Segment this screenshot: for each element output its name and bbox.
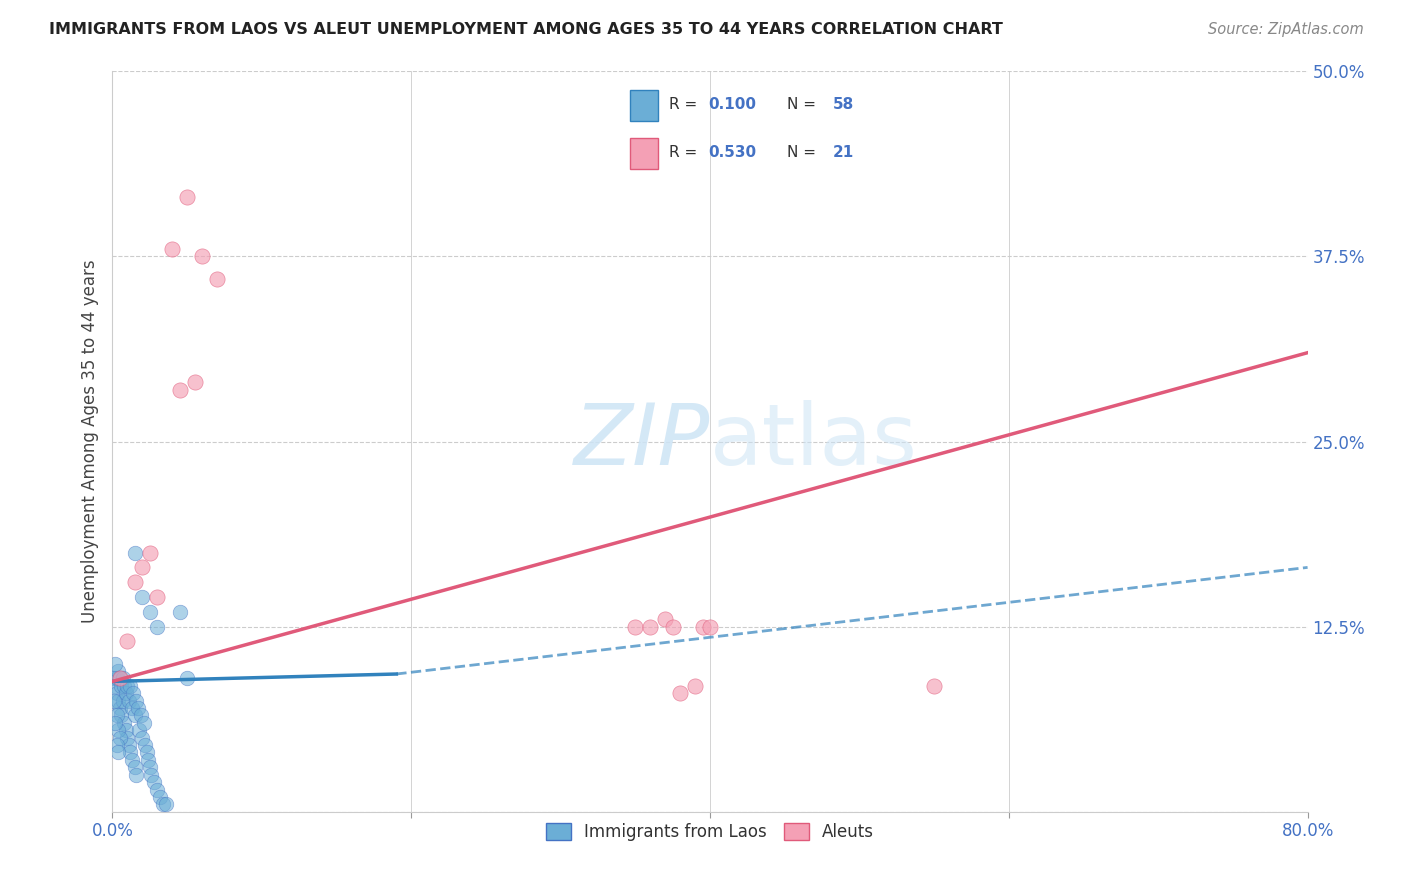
Point xyxy=(191,250,214,264)
Point xyxy=(131,560,153,574)
Point xyxy=(120,746,142,760)
Point xyxy=(176,672,198,686)
Point xyxy=(120,679,142,693)
Point xyxy=(104,657,127,671)
Point xyxy=(105,686,128,700)
Point xyxy=(108,701,131,715)
Point xyxy=(118,738,141,752)
Text: atlas: atlas xyxy=(710,400,918,483)
Point xyxy=(132,715,155,730)
Text: ZIP: ZIP xyxy=(574,400,710,483)
Point xyxy=(162,242,183,256)
Point xyxy=(124,546,146,560)
Point xyxy=(108,731,131,745)
Point xyxy=(669,686,692,700)
Point xyxy=(146,619,169,633)
Point xyxy=(131,731,153,745)
Point xyxy=(105,738,128,752)
Point xyxy=(105,708,128,723)
Point xyxy=(683,679,706,693)
Text: N =: N = xyxy=(787,97,821,112)
Point xyxy=(155,797,177,812)
Point xyxy=(124,708,146,723)
Point xyxy=(139,546,162,560)
Point xyxy=(111,694,134,708)
Point xyxy=(152,797,174,812)
Point xyxy=(115,686,138,700)
Point xyxy=(127,701,149,715)
Point xyxy=(124,575,146,590)
Point xyxy=(169,605,191,619)
Point xyxy=(107,694,129,708)
Point xyxy=(115,723,138,738)
Point xyxy=(117,679,139,693)
Point xyxy=(114,715,135,730)
Y-axis label: Unemployment Among Ages 35 to 44 years: Unemployment Among Ages 35 to 44 years xyxy=(80,260,98,624)
Point xyxy=(654,612,676,626)
Legend: Immigrants from Laos, Aleuts: Immigrants from Laos, Aleuts xyxy=(540,816,880,847)
Text: N =: N = xyxy=(787,145,821,161)
Point xyxy=(146,590,169,604)
Point xyxy=(146,782,169,797)
Point xyxy=(108,672,131,686)
Point xyxy=(141,767,163,781)
Point xyxy=(139,760,162,774)
Point xyxy=(131,590,153,604)
Point xyxy=(105,672,128,686)
Point xyxy=(139,605,162,619)
FancyBboxPatch shape xyxy=(630,90,658,121)
Point xyxy=(661,619,683,633)
Text: Source: ZipAtlas.com: Source: ZipAtlas.com xyxy=(1208,22,1364,37)
Text: 58: 58 xyxy=(832,97,853,112)
Point xyxy=(138,753,160,767)
FancyBboxPatch shape xyxy=(630,138,658,169)
Text: 0.530: 0.530 xyxy=(709,145,756,161)
Point xyxy=(692,619,714,633)
Point xyxy=(117,731,139,745)
Text: R =: R = xyxy=(669,97,703,112)
Point xyxy=(922,679,945,693)
Point xyxy=(117,634,139,648)
Point xyxy=(104,679,127,693)
Point xyxy=(121,753,143,767)
Text: IMMIGRANTS FROM LAOS VS ALEUT UNEMPLOYMENT AMONG AGES 35 TO 44 YEARS CORRELATION: IMMIGRANTS FROM LAOS VS ALEUT UNEMPLOYME… xyxy=(49,22,1002,37)
Point xyxy=(699,619,721,633)
Point xyxy=(134,738,156,752)
Point xyxy=(107,723,129,738)
Point xyxy=(121,701,143,715)
Point xyxy=(125,767,148,781)
Point xyxy=(124,760,146,774)
Point xyxy=(103,672,125,686)
Point xyxy=(176,190,198,204)
Point xyxy=(149,789,172,804)
Point xyxy=(640,619,662,633)
Text: 0.100: 0.100 xyxy=(709,97,756,112)
Point xyxy=(122,686,145,700)
Point xyxy=(205,271,228,285)
Point xyxy=(183,376,205,390)
Point xyxy=(103,694,125,708)
Point xyxy=(143,775,166,789)
Point xyxy=(125,694,148,708)
Point xyxy=(110,708,132,723)
Point xyxy=(107,746,129,760)
Point xyxy=(169,383,191,397)
Point xyxy=(135,746,157,760)
Point xyxy=(129,708,152,723)
Point xyxy=(107,664,129,678)
Point xyxy=(110,679,132,693)
Point xyxy=(114,679,135,693)
Point xyxy=(108,672,131,686)
Point xyxy=(104,715,127,730)
Point xyxy=(128,723,150,738)
Point xyxy=(624,619,647,633)
Text: 21: 21 xyxy=(832,145,853,161)
Point xyxy=(111,672,134,686)
Point xyxy=(118,694,141,708)
Text: R =: R = xyxy=(669,145,703,161)
